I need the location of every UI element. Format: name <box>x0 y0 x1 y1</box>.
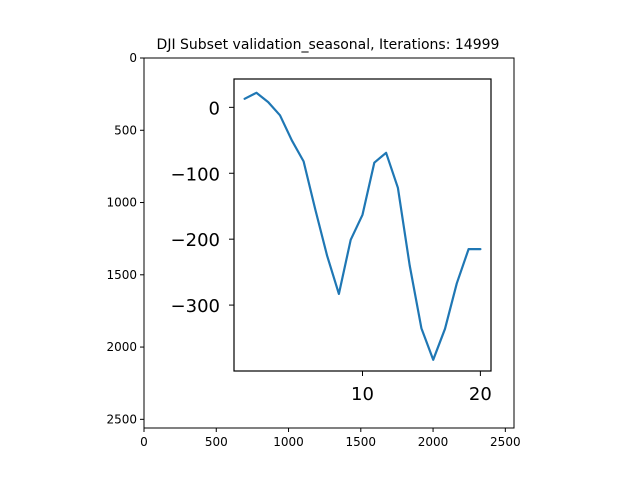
inner-y-tick-label: −100 <box>171 164 220 185</box>
outer-y-tick-label: 1500 <box>106 268 137 282</box>
inner-y-tick-label: −300 <box>171 296 220 317</box>
outer-x-tick-label: 2000 <box>418 435 449 449</box>
inner-x-axis: 10 20 <box>351 371 492 405</box>
outer-x-tick-label: 0 <box>140 435 148 449</box>
inner-y-axis: 0 −100 −200 −300 <box>171 98 234 317</box>
outer-y-axis: 0 500 1000 1500 2000 2500 <box>106 51 144 426</box>
outer-x-tick-label: 1500 <box>346 435 377 449</box>
outer-y-tick-label: 2000 <box>106 340 137 354</box>
inner-y-tick-label: −200 <box>171 230 220 251</box>
series-line <box>243 91 482 361</box>
outer-y-tick-label: 0 <box>129 51 137 65</box>
outer-x-axis: 0 500 1000 1500 2000 2500 <box>140 428 521 449</box>
inner-y-tick-label: 0 <box>209 98 220 119</box>
inner-plot-background <box>234 79 491 371</box>
outer-x-tick-label: 2500 <box>490 435 521 449</box>
outer-x-tick-label: 1000 <box>273 435 304 449</box>
outer-y-tick-label: 500 <box>114 123 137 137</box>
inner-plot-frame <box>233 78 492 372</box>
inner-x-tick-label: 10 <box>351 384 374 405</box>
outer-y-tick-label: 2500 <box>106 412 137 426</box>
outer-y-tick-label: 1000 <box>106 196 137 210</box>
outer-x-tick-label: 500 <box>205 435 228 449</box>
chart-title: DJI Subset validation_seasonal, Iteratio… <box>157 37 500 53</box>
outer-plot-frame <box>143 57 515 429</box>
inner-x-tick-label: 20 <box>469 384 492 405</box>
